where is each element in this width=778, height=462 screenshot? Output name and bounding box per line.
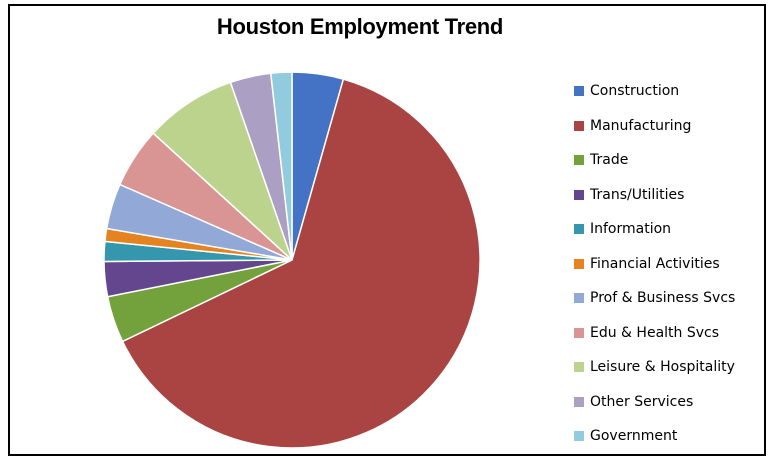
legend-item: Edu & Health Svcs	[574, 316, 754, 351]
legend-item: Leisure & Hospitality	[574, 350, 754, 385]
legend-label: Edu & Health Svcs	[590, 324, 720, 341]
legend-item: Information	[574, 212, 754, 247]
legend-swatch	[574, 224, 584, 235]
pie-slice-leisure-hospitality	[152, 81, 293, 261]
pie-slice-government	[269, 71, 293, 261]
pie-slice-manufacturing	[121, 78, 481, 449]
legend-swatch	[574, 189, 584, 200]
legend-swatch	[574, 120, 584, 131]
legend-label: Prof & Business Svcs	[590, 290, 736, 307]
legend-swatch	[574, 293, 584, 304]
legend-swatch	[574, 396, 584, 407]
legend-label: Trans/Utilities	[590, 186, 685, 203]
pie-slices	[103, 71, 481, 449]
legend-item: Trans/Utilities	[574, 178, 754, 213]
legend-item: Financial Activities	[574, 247, 754, 282]
chart-title: Houston Employment Trend	[216, 14, 504, 39]
legend-label: Information	[590, 221, 672, 238]
legend-swatch	[574, 155, 584, 166]
legend-item: Prof & Business Svcs	[574, 281, 754, 316]
legend-label: Other Services	[590, 393, 694, 410]
legend-item: Other Services	[574, 385, 754, 420]
legend-item: Manufacturing	[574, 109, 754, 144]
legend-swatch	[574, 327, 584, 338]
legend-label: Construction	[590, 83, 680, 100]
chart-legend: Construction Manufacturing Trade Trans/Util…	[574, 74, 754, 454]
legend-label: Government	[590, 428, 678, 445]
legend-label: Financial Activities	[590, 255, 720, 272]
legend-swatch	[574, 86, 584, 97]
legend-swatch	[574, 362, 584, 373]
legend-label: Manufacturing	[590, 117, 692, 134]
legend-swatch	[574, 431, 584, 442]
legend-label: Trade	[590, 152, 629, 169]
legend-item: Construction	[574, 74, 754, 109]
legend-label: Leisure & Hospitality	[590, 359, 735, 376]
legend-swatch	[574, 258, 584, 269]
legend-item: Government	[574, 419, 754, 454]
legend-item: Trade	[574, 143, 754, 178]
